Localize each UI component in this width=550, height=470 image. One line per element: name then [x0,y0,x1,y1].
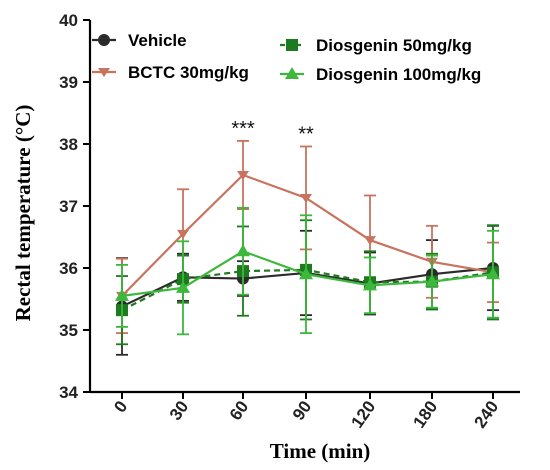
data-point [486,267,500,280]
data-point [115,288,129,301]
legend-marker [98,68,110,77]
series-layer [115,139,500,356]
x-tick-label: 180 [409,397,441,431]
data-point [236,244,250,257]
legend-marker [285,67,299,79]
data-point [300,193,312,203]
significance-label: ** [298,123,314,145]
data-point [299,267,313,280]
series-1 [116,139,499,335]
legend-label: Vehicle [128,31,187,50]
data-point [237,171,249,180]
y-tick-label: 35 [59,321,78,340]
legend-label: Diosgenin 100mg/kg [316,65,481,84]
series-0 [116,224,499,356]
legend-item-3: Diosgenin 100mg/kg [280,65,481,84]
x-tick-label: 30 [166,397,192,423]
data-point [425,274,439,287]
y-tick-label: 37 [59,197,78,216]
data-point [363,278,377,291]
x-axis-title: Time (min) [270,439,371,463]
legend-item-0: Vehicle [92,31,187,50]
annotations: *** ** [231,118,314,146]
legend: Vehicle BCTC 30mg/kg Diosgenin 50mg/kg Dios… [92,31,481,84]
legend-item-1: BCTC 30mg/kg [92,63,249,82]
x-tick-label: 240 [470,397,502,431]
x-tick-label: 90 [289,397,315,423]
y-tick-label: 38 [59,135,78,154]
legend-label: Diosgenin 50mg/kg [316,36,472,55]
legend-label: BCTC 30mg/kg [128,63,249,82]
legend-item-2: Diosgenin 50mg/kg [280,36,472,55]
y-tick-label: 34 [59,383,78,402]
x-tick-label: 120 [347,397,379,431]
y-axis-title: Rectal temperature (°C) [11,105,35,322]
legend-marker [286,39,298,51]
data-point [176,280,190,293]
data-point [177,229,189,239]
legend-marker [98,34,110,46]
y-tick-label: 36 [59,259,78,278]
significance-label: *** [231,118,255,140]
x-tick-label: 60 [226,397,252,423]
y-tick-label: 40 [59,11,78,30]
series-3 [115,206,500,336]
data-point [364,236,376,246]
y-tick-label: 39 [59,73,78,92]
x-tick-label: 0 [110,397,131,416]
